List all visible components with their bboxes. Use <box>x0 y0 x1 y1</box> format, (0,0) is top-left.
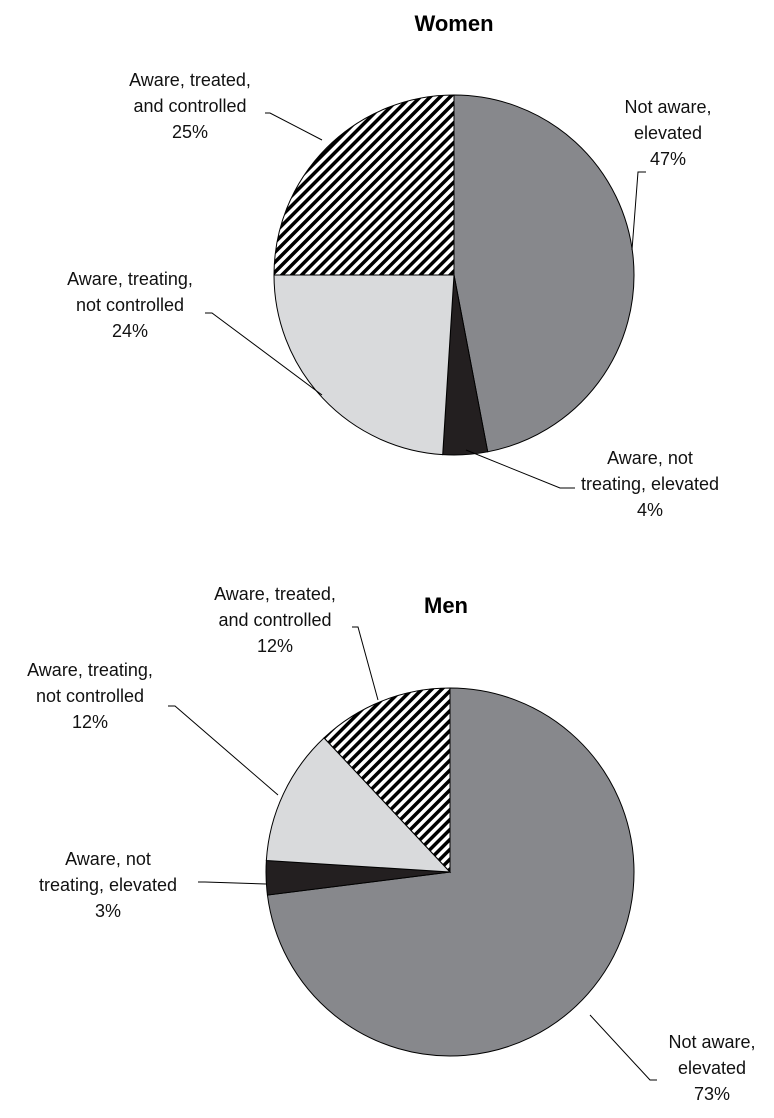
category-label: Aware, treating, not controlled <box>67 269 193 315</box>
category-label: Aware, treated, and controlled <box>129 70 251 116</box>
leader-line <box>465 449 575 489</box>
value-label: 12% <box>256 636 294 656</box>
value-label: 25% <box>171 122 209 142</box>
category-label: Aware, not treating, elevated <box>38 849 178 895</box>
slice-label: Not aware, elevated 73% <box>640 1029 774 1107</box>
chart-title: Men <box>424 593 468 618</box>
leader-line <box>352 626 379 701</box>
leader-line <box>168 705 279 796</box>
pie-slice <box>323 687 451 874</box>
leader-line <box>631 171 646 251</box>
slice-label: Aware, not treating, elevated 3% <box>36 846 181 924</box>
slice-label: Aware, not treating, elevated 4% <box>578 445 723 523</box>
pie-slice <box>273 274 455 456</box>
slice-label: Aware, treated, and controlled 25% <box>118 67 263 145</box>
leader-line <box>265 112 323 141</box>
value-label: 47% <box>649 149 687 169</box>
chart-title: Women <box>414 11 493 36</box>
value-label: 24% <box>111 321 149 341</box>
category-label: Aware, not treating, elevated <box>580 448 720 494</box>
slice-label: Not aware, elevated 47% <box>596 94 741 172</box>
value-label: 73% <box>693 1084 731 1104</box>
pie-slice <box>266 687 635 1057</box>
pie-slice <box>453 94 635 453</box>
slice-label: Aware, treating, not controlled 24% <box>58 266 203 344</box>
category-label: Aware, treated, and controlled <box>214 584 336 630</box>
pie-slice <box>273 94 455 276</box>
leader-line <box>589 1014 657 1081</box>
slice-label: Aware, treated, and controlled 12% <box>203 581 348 659</box>
slice-label: Aware, treating, not controlled 12% <box>18 657 163 735</box>
category-label: Aware, treating, not controlled <box>27 660 153 706</box>
value-label: 3% <box>94 901 121 921</box>
category-label: Not aware, elevated <box>668 1032 756 1078</box>
pie-slice <box>265 737 452 873</box>
value-label: 12% <box>71 712 109 732</box>
value-label: 4% <box>636 500 663 520</box>
category-label: Not aware, elevated <box>624 97 712 143</box>
leader-line <box>198 881 267 885</box>
leader-line <box>205 312 323 396</box>
